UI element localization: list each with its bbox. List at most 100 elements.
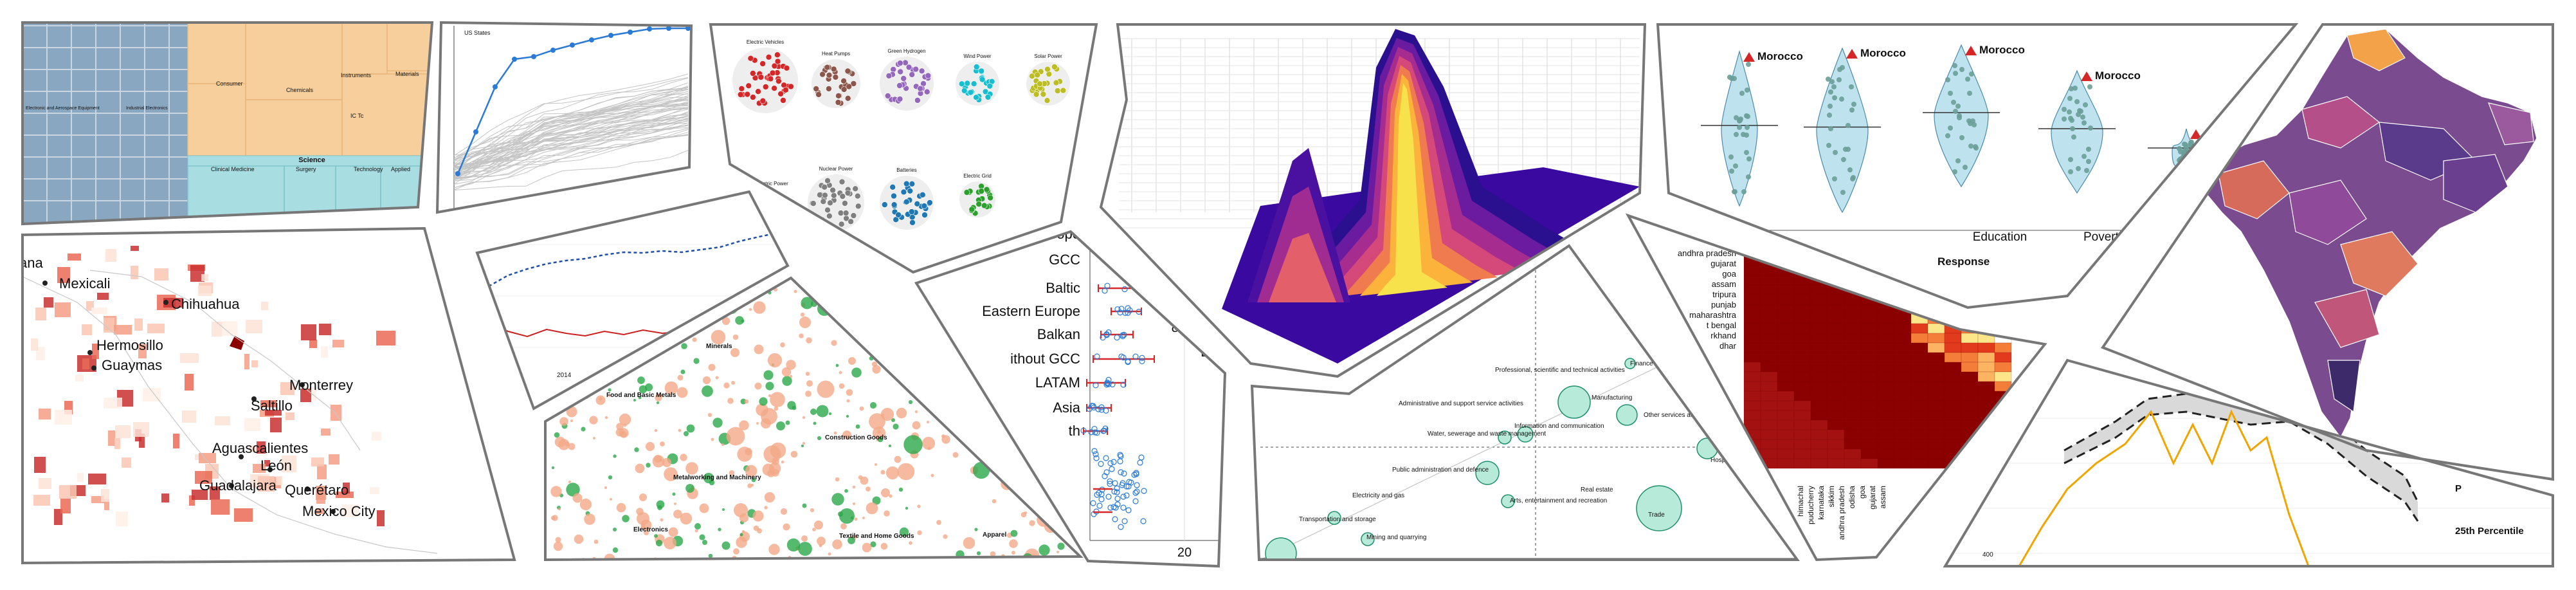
cluster-bubble	[738, 86, 745, 92]
spaghetti-tick-1: 2011	[469, 216, 481, 221]
heatmap-col-label: karnataka	[1817, 486, 1826, 520]
mexico-city-label: Monterrey	[289, 377, 353, 393]
heatmap-col-label: puducherry	[1806, 486, 1815, 524]
industry-bubble-salmon	[772, 457, 779, 465]
industry-bubble-salmon	[790, 450, 798, 458]
industry-bubble-salmon	[662, 457, 672, 468]
industry-bubble-salmon	[565, 441, 570, 447]
mexico-municipality	[251, 360, 258, 367]
heatmap-cell	[1944, 419, 1962, 430]
mexico-city-label: Chihuahua	[171, 296, 240, 312]
cluster-bubble	[744, 91, 750, 98]
violin-point	[1948, 91, 1953, 96]
cluster-bubble	[850, 80, 857, 87]
dot-range-row-label: GCC	[1049, 252, 1080, 268]
heatmap-cell	[1844, 429, 1862, 440]
heatmap-cell	[1810, 419, 1828, 430]
heatmap-row-label: andhra pradesh	[1678, 248, 1736, 258]
mexico-municipality	[91, 496, 104, 503]
heatmap-cell	[1844, 410, 1862, 421]
heatmap-cell	[1760, 448, 1778, 459]
violin-point	[1745, 114, 1750, 119]
violin-highlight-label: Morocco	[1979, 44, 2025, 56]
dot-range-point	[1102, 232, 1108, 234]
mexico-municipality	[321, 346, 328, 358]
industry-bubble-green	[839, 508, 855, 524]
dot-range-point	[1098, 461, 1104, 467]
violin-point	[2076, 166, 2081, 171]
sector-label: Mining and quarrying	[1366, 534, 1426, 541]
heatmap-cell	[1777, 458, 1795, 469]
heatmap-cell	[1777, 448, 1795, 459]
heatmap-cell	[1777, 419, 1795, 430]
dot-range-row-label: Eastern Europe	[982, 303, 1080, 319]
heatmap-cell	[1827, 458, 1845, 469]
heatmap-cell	[1844, 419, 1862, 430]
spaghetti-series	[453, 77, 689, 156]
cluster-bubble	[890, 66, 896, 73]
heatmap-cell	[1793, 304, 1811, 315]
violin-point	[1963, 165, 1968, 170]
cluster-bubble	[750, 70, 756, 77]
dot-range-point	[1118, 306, 1125, 312]
violin-point	[1733, 163, 1738, 169]
spaghetti-series	[453, 93, 689, 167]
industry-bubble-salmon	[645, 441, 655, 452]
heatmap-cell	[1827, 362, 1845, 373]
industry-bubble-green	[817, 436, 822, 441]
heatmap-cell	[1760, 371, 1778, 382]
heatmap-cell	[1927, 439, 1945, 450]
cluster-bubble	[987, 194, 993, 201]
spaghetti-tick-0: 2010	[460, 216, 472, 221]
industry-label: Agricultural	[932, 383, 968, 391]
mexico-municipality	[212, 322, 222, 336]
industry-bubble-salmon	[555, 537, 561, 543]
industry-bubble-salmon	[753, 301, 766, 314]
sector-bubble	[1517, 426, 1534, 443]
heatmap-cell	[1760, 284, 1778, 295]
heatmap-cell	[1844, 371, 1862, 382]
sector-bubble	[1327, 511, 1341, 525]
violin-point	[2062, 116, 2067, 122]
industry-bubble-salmon	[783, 523, 790, 531]
industry-bubble-green	[974, 528, 978, 531]
industry-bubble-green	[776, 421, 785, 430]
industry-bubble-salmon	[956, 367, 961, 373]
violin-point	[1737, 118, 1743, 123]
industry-bubble-salmon	[639, 493, 647, 501]
cluster-label: Wind Power	[963, 53, 991, 59]
mexico-municipality	[222, 321, 237, 336]
industry-bubble-green	[909, 292, 916, 300]
industry-bubble-salmon	[756, 422, 759, 425]
violin-point	[1833, 150, 1838, 155]
industry-bubble-salmon	[664, 467, 678, 481]
industry-bubble-salmon	[754, 344, 764, 355]
heatmap-cell	[1894, 429, 1912, 440]
heatmap-cell	[1844, 275, 1862, 286]
heatmap-cell	[1810, 429, 1828, 440]
cluster-label: Electric Vehicles	[747, 39, 784, 45]
dot-range-point	[1111, 257, 1117, 263]
heatmap-row-label: maharashtra	[1689, 310, 1737, 320]
industry-bubble-salmon	[839, 383, 845, 389]
industry-bubble-salmon	[840, 523, 847, 530]
industry-bubble-green	[613, 454, 617, 458]
sector-bubble	[1624, 358, 1636, 369]
cluster-bubble	[1029, 73, 1035, 80]
industry-bubble-salmon	[660, 441, 665, 447]
violin-point	[1837, 77, 1842, 82]
mexico-city-marker	[87, 350, 93, 355]
mexico-municipality	[180, 353, 199, 363]
heatmap-cell	[1793, 410, 1811, 421]
violin-point	[1737, 125, 1742, 130]
industry-bubble-salmon	[770, 392, 785, 407]
industry-label: Metalworking and Machinery	[673, 474, 761, 481]
spaghetti-series	[453, 73, 689, 159]
violin-point	[1828, 126, 1833, 131]
dot-range-point	[1114, 489, 1120, 495]
dot-range-point	[1120, 382, 1127, 388]
treemap-label-applied: Applied	[391, 166, 410, 172]
violin-point	[1846, 123, 1851, 128]
violin-point	[2062, 107, 2067, 112]
dot-range-point	[1100, 335, 1106, 341]
